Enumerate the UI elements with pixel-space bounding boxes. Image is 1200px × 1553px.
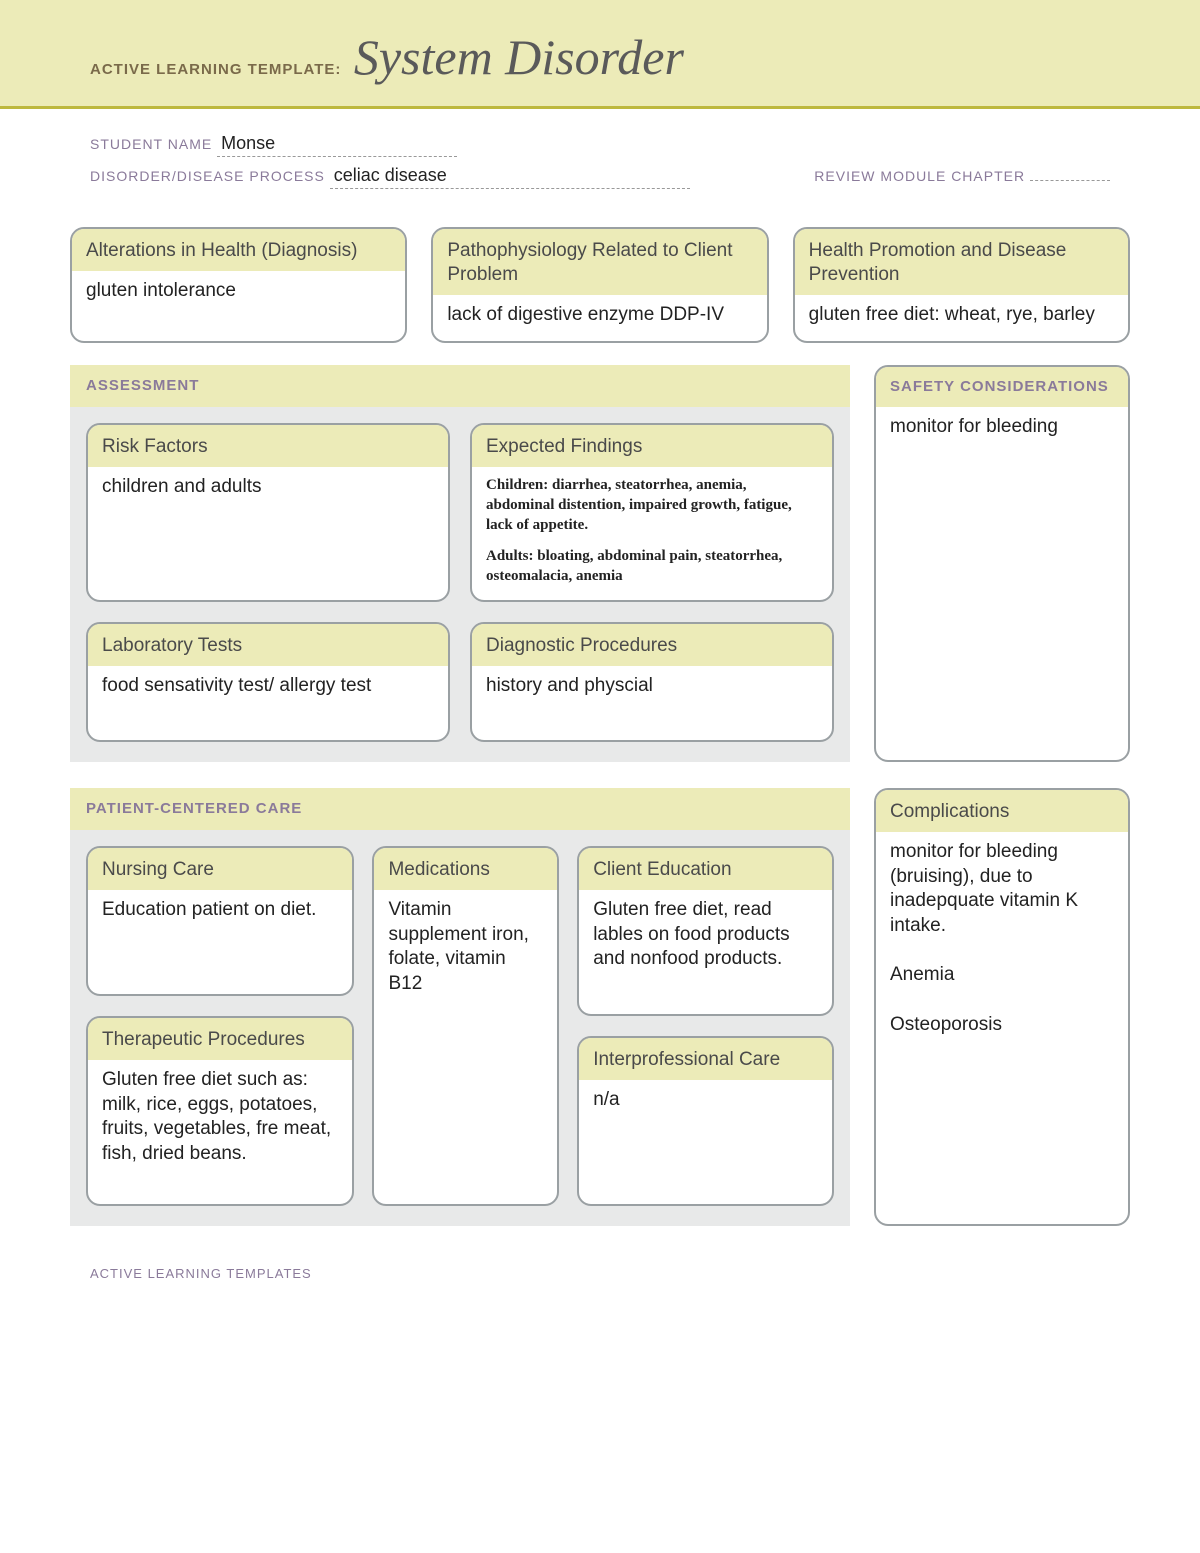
box-expected-title: Expected Findings bbox=[472, 425, 832, 467]
box-complications-title: Complications bbox=[876, 790, 1128, 832]
box-promo: Health Promotion and Disease Prevention … bbox=[793, 227, 1130, 343]
assessment-panel: Risk Factors children and adults Expecte… bbox=[70, 407, 850, 762]
box-meds: Medications Vitamin supplement iron, fol… bbox=[372, 846, 559, 1206]
top-row: Alterations in Health (Diagnosis) gluten… bbox=[70, 227, 1130, 343]
box-risk-title: Risk Factors bbox=[88, 425, 448, 467]
review-label: REVIEW MODULE CHAPTER bbox=[814, 168, 1025, 184]
page: ACTIVE LEARNING TEMPLATE: System Disorde… bbox=[0, 0, 1200, 1321]
box-inter: Interprofessional Care n/a bbox=[577, 1036, 834, 1206]
box-risk-body: children and adults bbox=[88, 467, 448, 514]
box-diag: Diagnostic Procedures history and physci… bbox=[470, 622, 834, 742]
box-complications-body: monitor for bleeding (bruising), due to … bbox=[876, 832, 1128, 1052]
safety-body: monitor for bleeding bbox=[876, 407, 1128, 454]
pcc-section-head: PATIENT-CENTERED CARE bbox=[70, 788, 850, 830]
box-inter-title: Interprofessional Care bbox=[579, 1038, 832, 1080]
footer: ACTIVE LEARNING TEMPLATES bbox=[0, 1226, 1200, 1281]
disorder-value: celiac disease bbox=[330, 165, 690, 189]
box-alterations-title: Alterations in Health (Diagnosis) bbox=[72, 229, 405, 271]
box-safety: SAFETY CONSIDERATIONS monitor for bleedi… bbox=[874, 365, 1130, 762]
expected-children: Children: diarrhea, steatorrhea, anemia,… bbox=[486, 475, 818, 536]
pcc-block: PATIENT-CENTERED CARE Nursing Care Educa… bbox=[70, 788, 850, 1226]
box-nursing: Nursing Care Education patient on diet. bbox=[86, 846, 354, 996]
box-patho-title: Pathophysiology Related to Client Proble… bbox=[433, 229, 766, 295]
box-patho: Pathophysiology Related to Client Proble… bbox=[431, 227, 768, 343]
box-meds-body: Vitamin supplement iron, folate, vitamin… bbox=[374, 890, 557, 1011]
box-edu-title: Client Education bbox=[579, 848, 832, 890]
review-blank bbox=[1030, 167, 1110, 181]
box-meds-title: Medications bbox=[374, 848, 557, 890]
complications-block: Complications monitor for bleeding (brui… bbox=[874, 788, 1130, 1226]
box-expected-body: Children: diarrhea, steatorrhea, anemia,… bbox=[472, 467, 832, 600]
box-edu: Client Education Gluten free diet, read … bbox=[577, 846, 834, 1016]
assessment-row: ASSESSMENT Risk Factors children and adu… bbox=[70, 365, 1130, 762]
safety-title: SAFETY CONSIDERATIONS bbox=[876, 367, 1128, 407]
box-risk: Risk Factors children and adults bbox=[86, 423, 450, 602]
box-lab-body: food sensativity test/ allergy test bbox=[88, 666, 448, 713]
box-thera: Therapeutic Procedures Gluten free diet … bbox=[86, 1016, 354, 1206]
assessment-block: ASSESSMENT Risk Factors children and adu… bbox=[70, 365, 850, 762]
content: Alterations in Health (Diagnosis) gluten… bbox=[0, 207, 1200, 1226]
box-alterations-body: gluten intolerance bbox=[72, 271, 405, 318]
meta-section: STUDENT NAME Monse DISORDER/DISEASE PROC… bbox=[0, 109, 1200, 207]
box-lab-title: Laboratory Tests bbox=[88, 624, 448, 666]
student-name-label: STUDENT NAME bbox=[90, 136, 212, 152]
box-diag-body: history and physcial bbox=[472, 666, 832, 713]
header-title: System Disorder bbox=[354, 28, 684, 86]
disorder-label: DISORDER/DISEASE PROCESS bbox=[90, 168, 325, 184]
box-diag-title: Diagnostic Procedures bbox=[472, 624, 832, 666]
box-complications: Complications monitor for bleeding (brui… bbox=[874, 788, 1130, 1226]
pcc-row: PATIENT-CENTERED CARE Nursing Care Educa… bbox=[70, 788, 1130, 1226]
header-label: ACTIVE LEARNING TEMPLATE: bbox=[90, 61, 341, 78]
box-expected: Expected Findings Children: diarrhea, st… bbox=[470, 423, 834, 602]
assessment-section-title: ASSESSMENT bbox=[86, 377, 199, 394]
box-promo-body: gluten free diet: wheat, rye, barley bbox=[795, 295, 1128, 342]
student-name-value: Monse bbox=[217, 133, 457, 157]
safety-block: SAFETY CONSIDERATIONS monitor for bleedi… bbox=[874, 365, 1130, 762]
pcc-panel: Nursing Care Education patient on diet. … bbox=[70, 830, 850, 1226]
box-inter-body: n/a bbox=[579, 1080, 832, 1127]
box-promo-title: Health Promotion and Disease Prevention bbox=[795, 229, 1128, 295]
box-lab: Laboratory Tests food sensativity test/ … bbox=[86, 622, 450, 742]
box-edu-body: Gluten free diet, read lables on food pr… bbox=[579, 890, 832, 986]
box-nursing-body: Education patient on diet. bbox=[88, 890, 352, 937]
box-thera-title: Therapeutic Procedures bbox=[88, 1018, 352, 1060]
box-patho-body: lack of digestive enzyme DDP-IV bbox=[433, 295, 766, 342]
box-alterations: Alterations in Health (Diagnosis) gluten… bbox=[70, 227, 407, 343]
assessment-section-head: ASSESSMENT bbox=[70, 365, 850, 407]
expected-adults: Adults: bloating, abdominal pain, steato… bbox=[486, 546, 818, 587]
header-band: ACTIVE LEARNING TEMPLATE: System Disorde… bbox=[0, 0, 1200, 109]
pcc-section-title: PATIENT-CENTERED CARE bbox=[86, 800, 302, 817]
box-thera-body: Gluten free diet such as: milk, rice, eg… bbox=[88, 1060, 352, 1181]
box-nursing-title: Nursing Care bbox=[88, 848, 352, 890]
